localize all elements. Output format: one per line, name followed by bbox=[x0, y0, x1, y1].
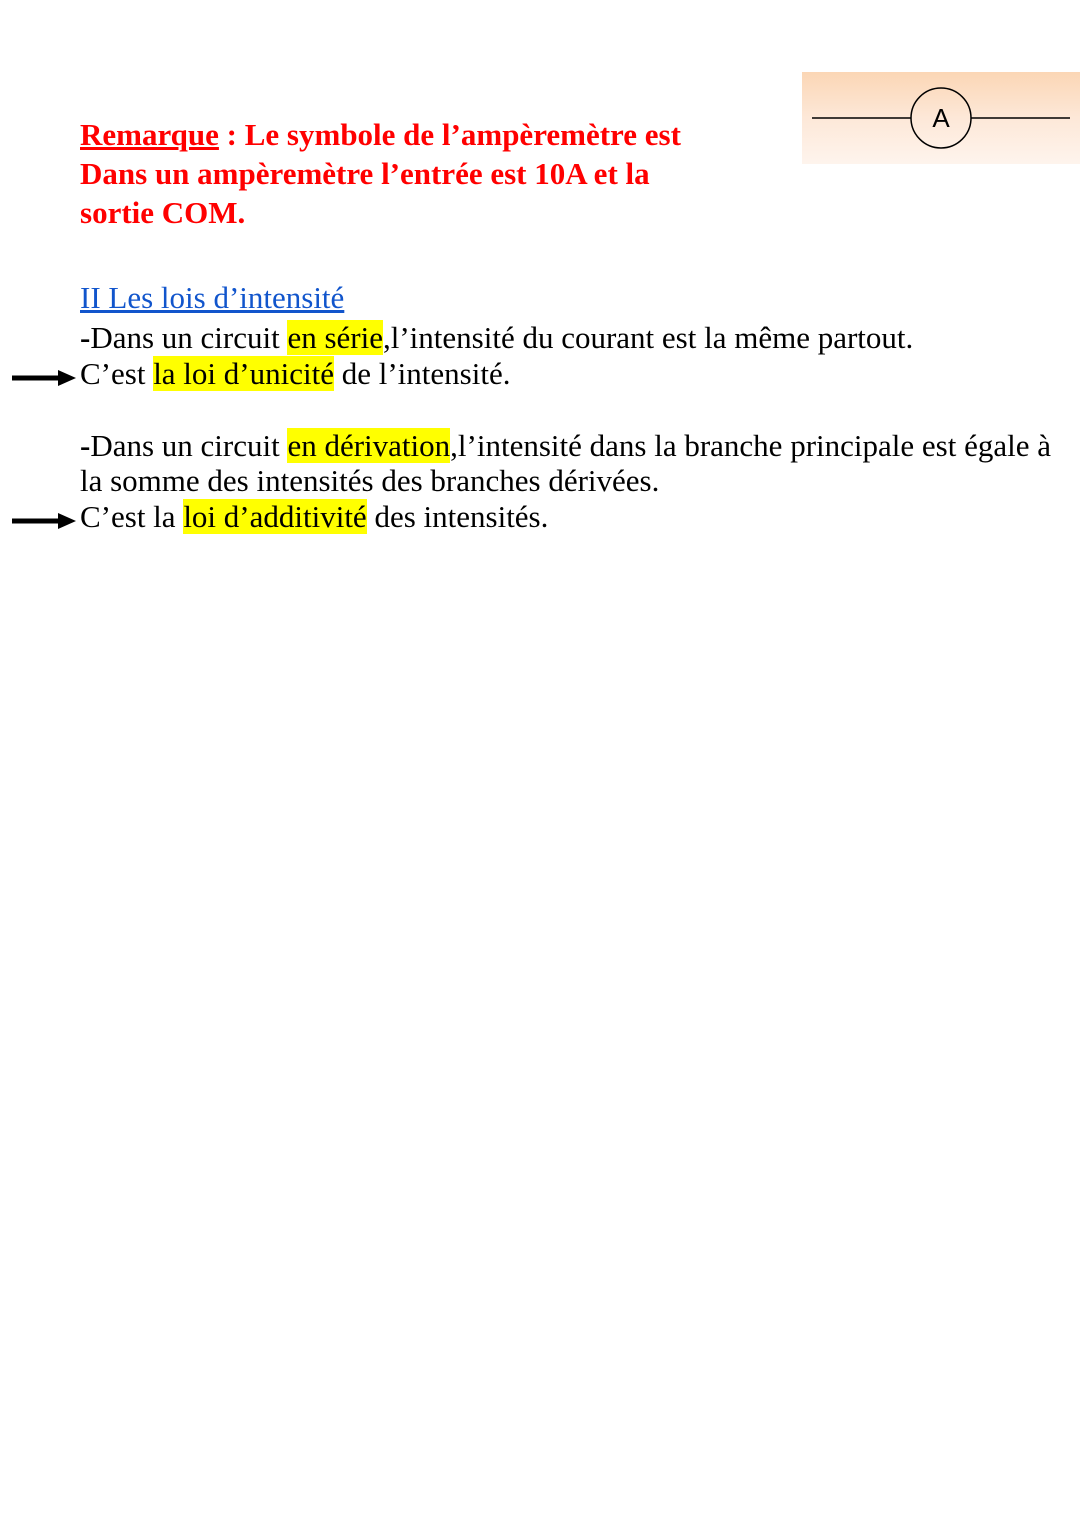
p3-before-hl: Dans un circuit bbox=[90, 428, 287, 463]
p4-highlight: loi d’additivité bbox=[183, 499, 366, 534]
p1-highlight: en série bbox=[287, 320, 383, 355]
p2-before-hl: C’est bbox=[80, 356, 153, 391]
remark-line2: Dans un ampèremètre l’entrée est 10A et … bbox=[80, 156, 650, 230]
p4-before-hl: C’est la bbox=[80, 499, 183, 534]
paragraph-1: -Dans un circuit en série,l’intensité du… bbox=[80, 320, 1060, 356]
remark-block: Remarque : Le symbole de l’ampèremètre e… bbox=[80, 116, 1060, 232]
p4-after-hl: des intensités. bbox=[367, 499, 549, 534]
p1-prefix: - bbox=[80, 320, 90, 355]
arrow-icon bbox=[10, 511, 76, 531]
p1-after-hl: ,l’intensité du courant est la même part… bbox=[383, 320, 913, 355]
paragraph-3: -Dans un circuit en dérivation,l’intensi… bbox=[80, 428, 1060, 499]
document-page: Remarque : Le symbole de l’ampèremètre e… bbox=[0, 0, 1080, 534]
remark-text: Remarque : Le symbole de l’ampèremètre e… bbox=[80, 116, 700, 232]
p3-prefix: - bbox=[80, 428, 90, 463]
p3-highlight: en dérivation bbox=[287, 428, 450, 463]
arrow-icon bbox=[10, 368, 76, 388]
section-heading: II Les lois d’intensité bbox=[80, 280, 1060, 316]
p2-highlight: la loi d’unicité bbox=[153, 356, 334, 391]
paragraph-4: C’est la loi d’additivité des intensités… bbox=[80, 499, 1060, 535]
p2-after-hl: de l’intensité. bbox=[334, 356, 510, 391]
paragraph-2: C’est la loi d’unicité de l’intensité. bbox=[80, 356, 1060, 392]
remark-line1-after: : Le symbole de l’ampèremètre est bbox=[219, 117, 681, 152]
p1-before-hl: Dans un circuit bbox=[90, 320, 287, 355]
remark-label: Remarque bbox=[80, 117, 219, 152]
